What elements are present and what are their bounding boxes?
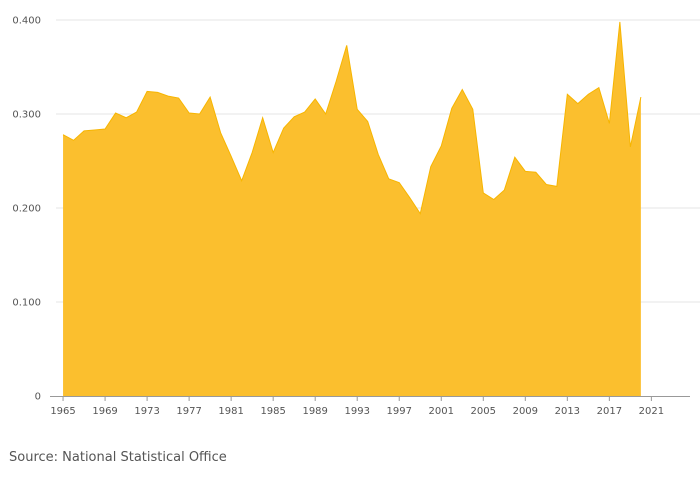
- x-tick-label: 1985: [260, 406, 285, 417]
- series-line: [62, 21, 642, 215]
- y-tick-label: 0.400: [12, 16, 41, 27]
- x-tick-label: 1989: [302, 406, 327, 417]
- source-note: Source: National Statistical Office: [9, 450, 227, 465]
- area-chart: 0 0.100 0.200 0.300 0.400 1965 1969 1973 1977 198…: [12, 16, 700, 417]
- y-tick-label: 0.100: [12, 298, 41, 309]
- series-area: [63, 21, 641, 396]
- x-tick-label: 2021: [639, 406, 664, 417]
- x-tick-label: 1969: [92, 406, 117, 417]
- x-tick-label: 2017: [597, 406, 622, 417]
- y-tick-label: 0.200: [12, 204, 41, 215]
- x-tick-label: 2001: [429, 406, 454, 417]
- x-tick-label: 1981: [218, 406, 243, 417]
- x-tick-label: 1965: [50, 406, 75, 417]
- x-tick-label: 2013: [555, 406, 580, 417]
- y-tick-label: 0: [35, 392, 41, 403]
- x-tick-label: 1973: [134, 406, 159, 417]
- x-tick-label: 1993: [344, 406, 369, 417]
- x-tick-label: 1997: [387, 406, 412, 417]
- x-tick-label: 2009: [513, 406, 538, 417]
- x-tick-label: 1977: [176, 406, 201, 417]
- x-tick-label: 2005: [471, 406, 496, 417]
- y-tick-label: 0.300: [12, 110, 41, 121]
